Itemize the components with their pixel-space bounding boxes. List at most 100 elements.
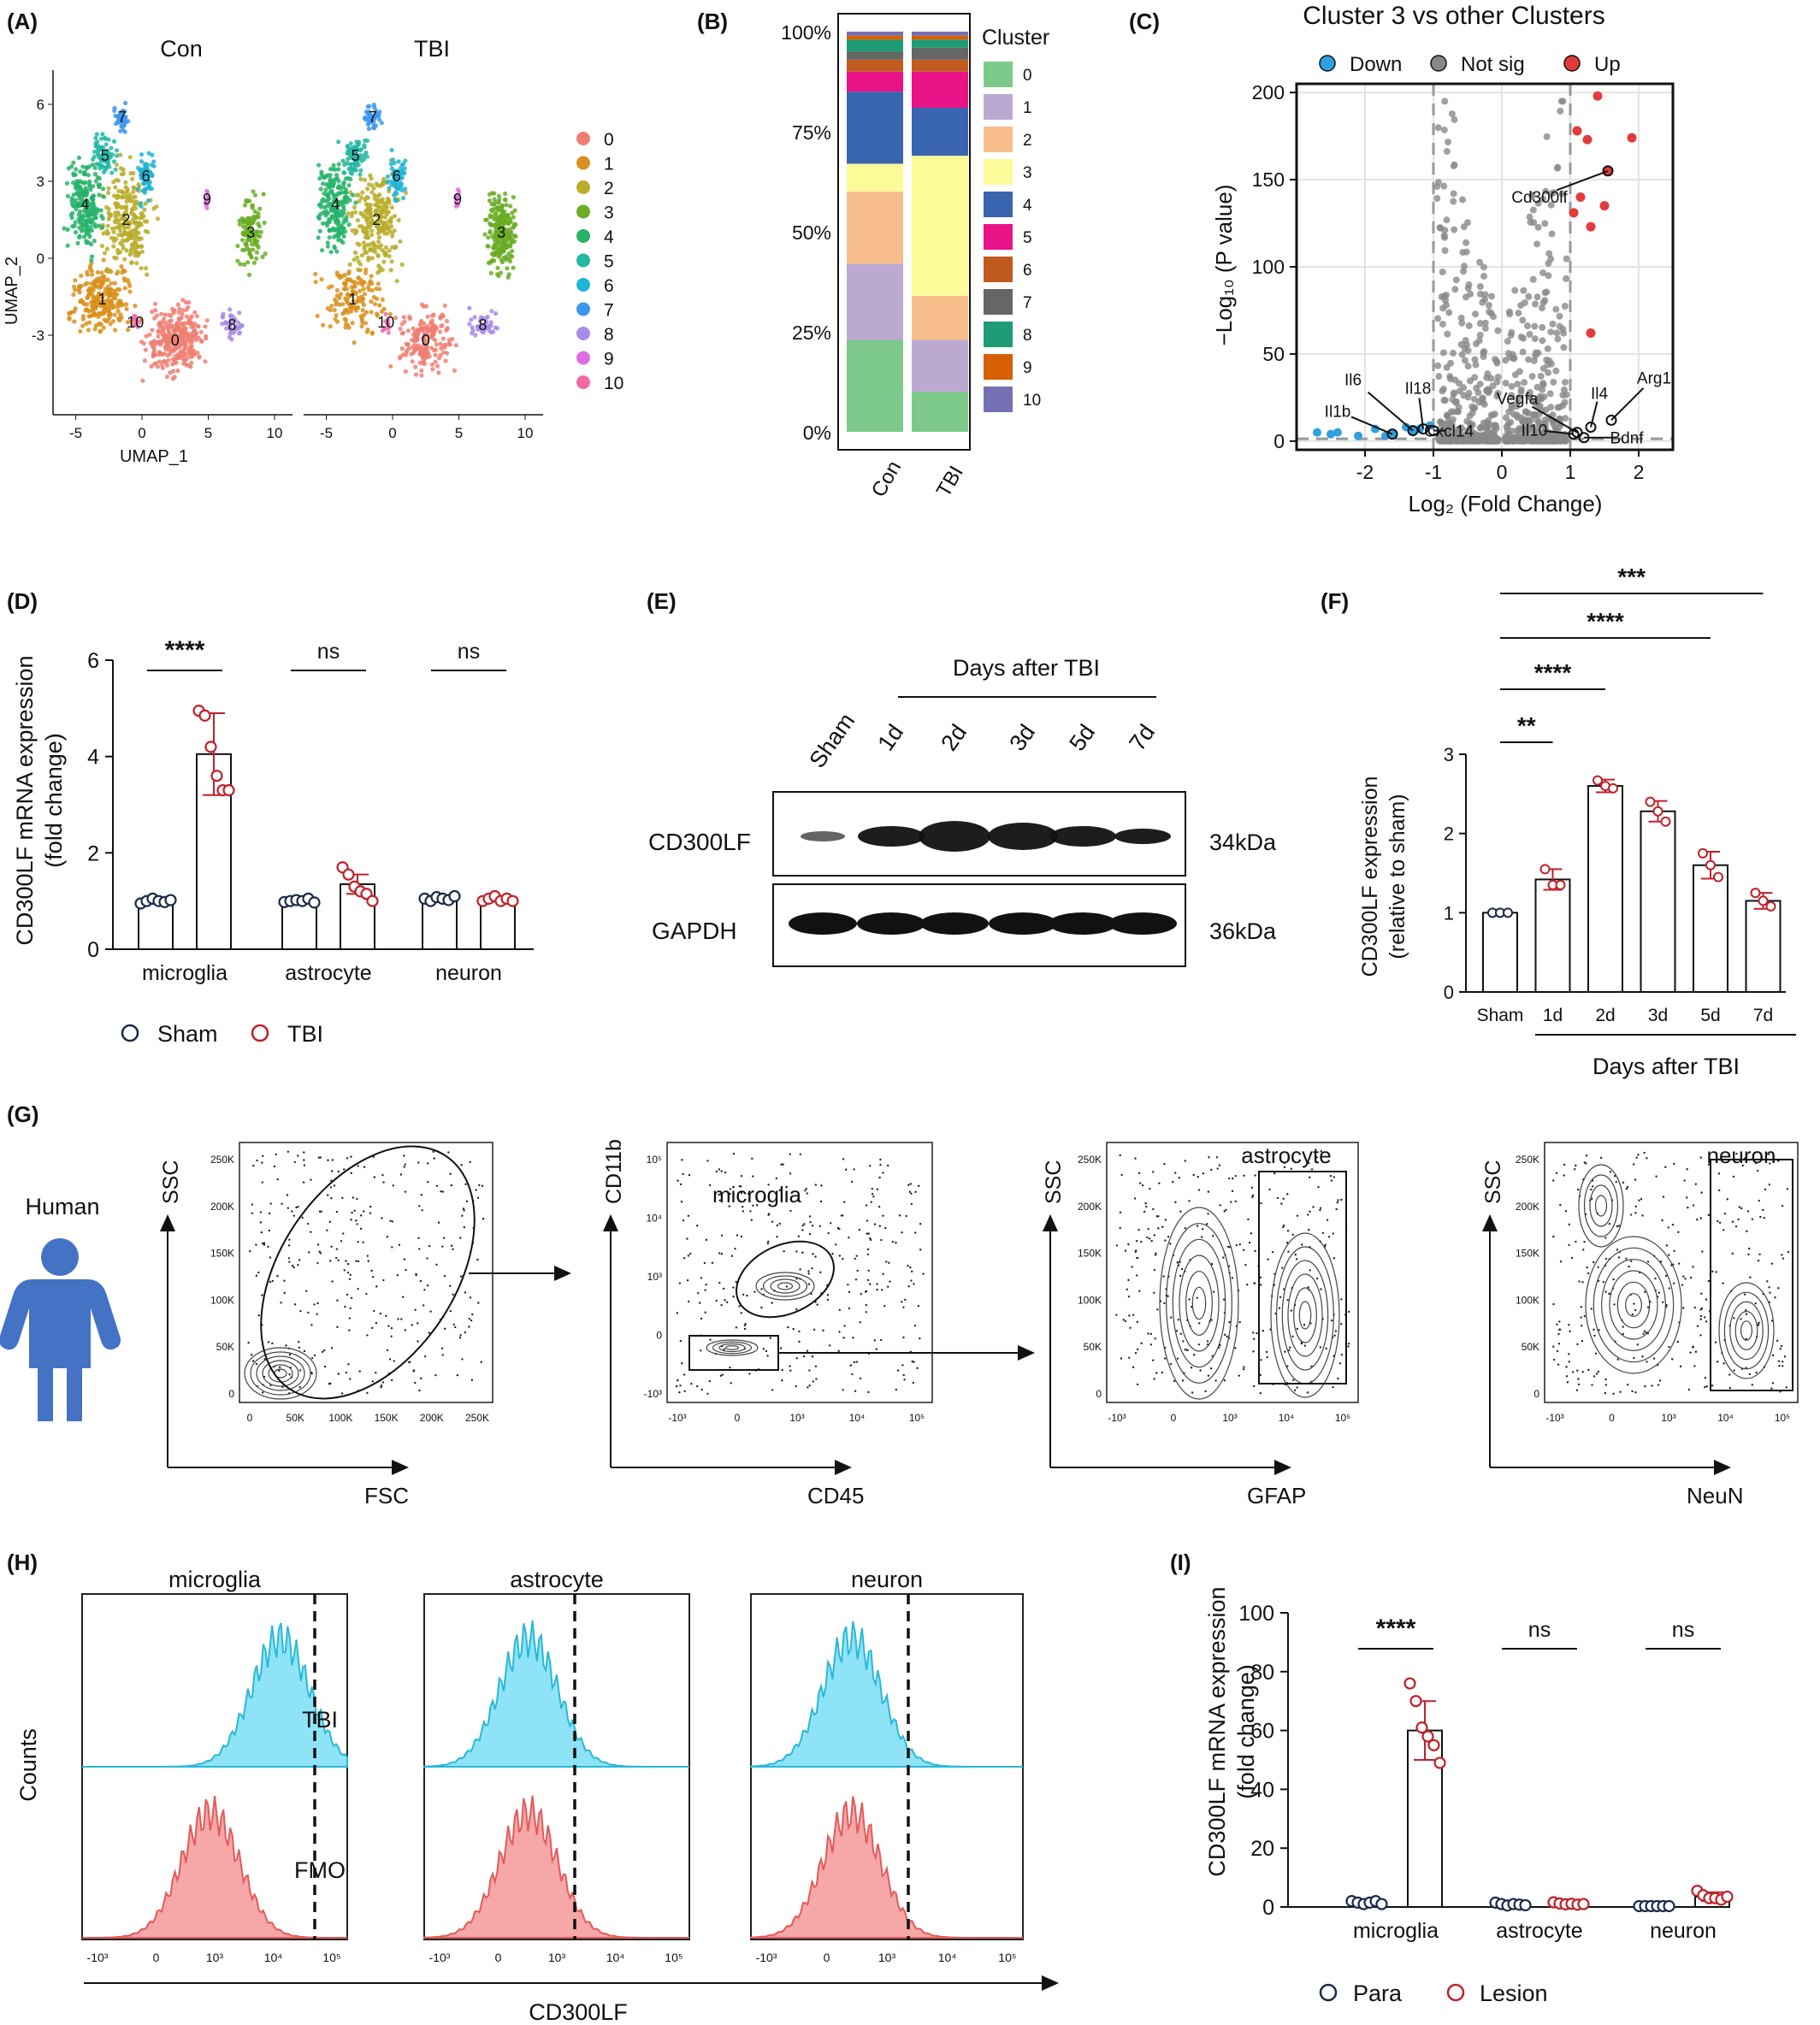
umap-point — [104, 246, 109, 251]
flow-event — [792, 1327, 795, 1331]
flow-event — [1687, 1388, 1691, 1391]
flow-event — [1756, 1169, 1759, 1172]
flow-event — [251, 1212, 254, 1214]
umap-point — [124, 248, 129, 253]
flow-event — [1644, 1290, 1646, 1293]
flow-event — [308, 1251, 310, 1254]
flow-event — [1329, 1174, 1332, 1178]
panel-f-label: (F) — [1321, 588, 1349, 614]
flow-event — [907, 1265, 909, 1267]
flow-event — [389, 1219, 392, 1222]
flow-event — [399, 1173, 403, 1176]
volcano-point-ns — [1451, 286, 1459, 293]
volcano-point-up — [1575, 192, 1586, 202]
umap-point — [139, 201, 144, 206]
stack-segment-9 — [912, 35, 968, 40]
flow-event — [1303, 1344, 1307, 1347]
umap-point — [392, 192, 397, 198]
umap-point — [184, 314, 189, 319]
umap-point — [254, 250, 259, 255]
umap-point — [92, 165, 98, 170]
flow-event — [1671, 1223, 1675, 1226]
umap-point — [122, 229, 127, 235]
umap-point — [467, 305, 472, 310]
flow-event — [1234, 1347, 1237, 1349]
flow-event — [795, 1384, 797, 1388]
flow-event — [1156, 1308, 1159, 1311]
umap-point — [415, 334, 420, 339]
umap-point — [93, 144, 98, 149]
legend-swatch-1 — [984, 94, 1013, 120]
volcano-point-ns — [1520, 334, 1528, 342]
flow-event — [357, 1260, 360, 1263]
flow-event — [1622, 1181, 1625, 1184]
umap-point — [112, 108, 117, 113]
flow-event — [434, 1373, 437, 1377]
umap-point — [380, 297, 385, 302]
umap-point — [164, 339, 169, 345]
flow-event — [856, 1269, 859, 1272]
band-cd300lf — [1049, 826, 1116, 847]
stack-x-label: TBI — [932, 462, 968, 501]
umap-point — [336, 185, 341, 190]
umap-point — [76, 212, 81, 217]
flow-event — [1594, 1352, 1598, 1355]
flow-event — [902, 1373, 905, 1377]
umap-point — [174, 342, 180, 347]
flow-event — [766, 1242, 770, 1245]
stack-y-tick-label: 25% — [792, 322, 831, 344]
flow-event — [280, 1302, 282, 1304]
flow-event — [1574, 1167, 1576, 1171]
umap-point — [109, 145, 114, 151]
flow-event — [1673, 1249, 1675, 1253]
umap-point — [431, 312, 436, 317]
umap-point — [69, 215, 74, 221]
flow-event — [679, 1340, 682, 1343]
f-sig-label: **** — [1587, 608, 1624, 635]
flow-event — [1552, 1235, 1555, 1238]
flow-y-tick-label: 100K — [210, 1294, 234, 1306]
volcano-point-ns — [1462, 293, 1469, 301]
umap-point — [251, 260, 257, 265]
stack-segment-3 — [912, 156, 968, 296]
volcano-point-down — [1333, 428, 1342, 437]
flow-event — [385, 1314, 387, 1317]
flow-event — [251, 1203, 254, 1206]
flow-event — [1135, 1239, 1138, 1243]
umap-point — [364, 228, 369, 233]
flow-event — [459, 1334, 462, 1337]
flow-event — [1120, 1357, 1123, 1360]
umap-point — [419, 325, 424, 330]
umap-legend-swatch — [576, 156, 590, 170]
umap-point — [437, 329, 443, 334]
f-x-label: 1d — [1543, 1006, 1563, 1025]
umap-point — [322, 198, 328, 204]
umap-point — [399, 346, 405, 351]
flow-event — [922, 1272, 925, 1275]
umap-point — [508, 204, 513, 209]
umap-point — [123, 100, 128, 106]
umap-point — [486, 260, 492, 265]
umap-point — [335, 273, 340, 278]
flow-event — [1568, 1361, 1570, 1363]
umap-legend-label: 10 — [604, 374, 623, 393]
volcano-point-ns — [1443, 411, 1451, 419]
umap-point — [499, 257, 504, 263]
flow-event — [346, 1157, 349, 1160]
volcano-gene-label: Vegfa — [1497, 391, 1539, 409]
flow-event — [1787, 1250, 1790, 1254]
flow-event — [381, 1381, 385, 1384]
umap-point — [340, 311, 346, 316]
flow-event — [297, 1154, 299, 1157]
umap-point — [77, 225, 82, 230]
umap-point — [327, 285, 332, 290]
band-gapdh — [920, 912, 989, 935]
umap-point — [85, 308, 90, 313]
flow-event — [1124, 1249, 1127, 1252]
flow-event — [1657, 1384, 1660, 1386]
flow-event — [700, 1277, 703, 1279]
volcano-point-ns — [1516, 368, 1523, 375]
sig-label: ns — [458, 640, 480, 664]
umap-point — [313, 280, 318, 285]
flow-event — [480, 1361, 482, 1363]
